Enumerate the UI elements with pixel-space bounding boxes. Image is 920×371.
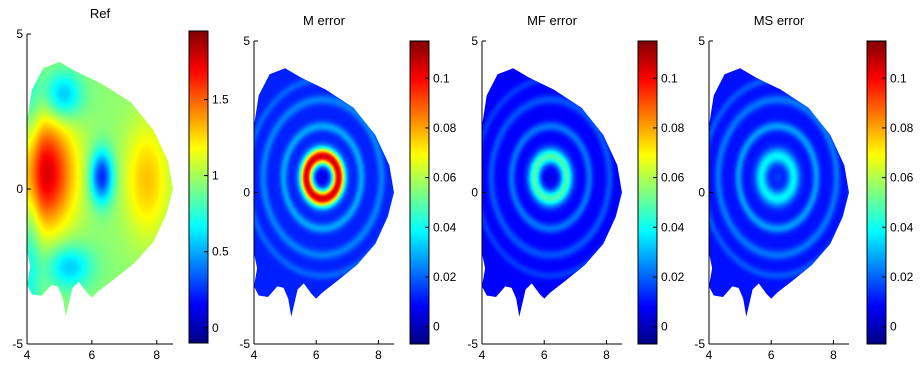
colorbar-tick-label: 0.1	[890, 71, 907, 85]
panel-title: MS error	[754, 13, 805, 28]
heatmap-field	[709, 68, 849, 317]
colorbar-tick-label: 0.04	[890, 220, 914, 234]
colorbar-tick-label: 1.5	[212, 92, 229, 106]
x-tick-label: 6	[89, 348, 96, 362]
panel-3: MF error 4 6 8 5 0 -5 0 0.02 0.04 0.06 0.08 0.1	[467, 13, 684, 362]
panel-1: Ref 4 6 8 5 0 -5 0 0.5 1 1.5	[12, 6, 229, 362]
x-tick-label: 8	[153, 348, 160, 362]
colorbar: 0 0.02 0.04 0.06 0.08 0.1	[866, 40, 914, 345]
heatmap-field	[254, 68, 394, 317]
colorbar-tick-label: 0.1	[433, 71, 450, 85]
x-tick-label: 6	[541, 348, 548, 362]
y-tick-label: 5	[16, 27, 23, 41]
colorbar-tick-label: 0.08	[433, 121, 457, 135]
colorbar-tick-label: 0.02	[661, 270, 685, 284]
y-tick-label: 0	[471, 186, 478, 200]
x-tick-label: 8	[375, 348, 382, 362]
y-tick-label: 0	[16, 182, 23, 196]
y-tick-label: 5	[471, 34, 478, 48]
heatmap-field	[482, 68, 622, 317]
panel-title: Ref	[90, 6, 111, 21]
colorbar-tick-label: 1	[212, 169, 219, 183]
colorbar-tick-label: 0.04	[661, 220, 685, 234]
y-tick-label: -5	[12, 337, 23, 351]
colorbar-tick-label: 0	[661, 320, 668, 334]
y-tick-label: 5	[243, 34, 250, 48]
colorbar-tick-label: 0.06	[433, 171, 457, 185]
colorbar-tick-label: 0.04	[433, 220, 457, 234]
colorbar-tick-label: 0.06	[661, 171, 685, 185]
panel-4: MS error 4 6 8 5 0 -5 0 0.02 0.04 0.06 0.08 0.1	[694, 13, 913, 362]
y-tick-label: 5	[698, 34, 705, 48]
x-tick-label: 8	[830, 348, 837, 362]
colorbar: 0 0.02 0.04 0.06 0.08 0.1	[409, 40, 457, 345]
colorbar-tick-label: 0.06	[890, 171, 914, 185]
colorbar-tick-label: 0	[433, 320, 440, 334]
colorbar: 0 0.5 1 1.5	[188, 30, 229, 344]
x-tick-label: 4	[479, 348, 486, 362]
colorbar-tick-label: 0.02	[433, 270, 457, 284]
x-tick-label: 6	[313, 348, 320, 362]
colorbar-tick-label: 0.02	[890, 270, 914, 284]
x-tick-label: 4	[706, 348, 713, 362]
colorbar-gradient	[637, 40, 658, 345]
y-tick-label: -5	[694, 337, 705, 351]
y-tick-label: 0	[243, 186, 250, 200]
colorbar-gradient	[188, 30, 209, 344]
x-tick-label: 4	[24, 348, 31, 362]
colorbar-tick-label: 0.1	[661, 71, 678, 85]
x-tick-label: 4	[251, 348, 258, 362]
y-tick-label: -5	[467, 337, 478, 351]
y-tick-label: -5	[239, 337, 250, 351]
panel-2: M error 4 6 8 5 0 -5 0 0.02 0.04 0.06 0.08 0.1	[239, 13, 456, 362]
colorbar-gradient	[866, 40, 887, 345]
x-tick-label: 6	[768, 348, 775, 362]
x-tick-label: 8	[603, 348, 610, 362]
colorbar-tick-label: 0	[890, 320, 897, 334]
colorbar-tick-label: 0.5	[212, 245, 229, 259]
panel-title: MF error	[527, 13, 578, 28]
y-tick-label: 0	[698, 186, 705, 200]
colorbar: 0 0.02 0.04 0.06 0.08 0.1	[637, 40, 685, 345]
colorbar-gradient	[409, 40, 430, 345]
panel-title: M error	[303, 13, 346, 28]
colorbar-tick-label: 0.08	[661, 121, 685, 135]
colorbar-tick-label: 0	[212, 321, 219, 335]
heatmap-field	[27, 61, 173, 317]
colorbar-tick-label: 0.08	[890, 121, 914, 135]
